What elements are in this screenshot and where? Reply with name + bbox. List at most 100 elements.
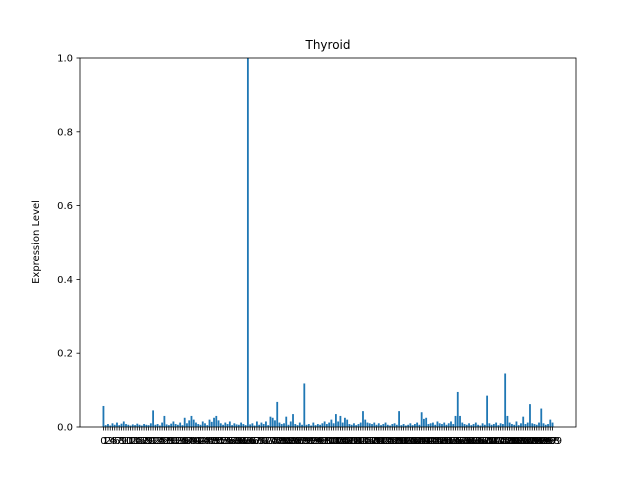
x-tick-label: 178: [496, 436, 515, 447]
bar: [499, 423, 502, 427]
bar: [395, 424, 398, 427]
plot-frame: [79, 57, 577, 428]
x-tick-label: 61: [235, 436, 248, 447]
x-tick-label: 163: [462, 436, 481, 447]
bar: [382, 424, 385, 427]
bar: [283, 423, 285, 427]
x-tick-label: 18: [138, 436, 151, 447]
bar: [181, 425, 184, 427]
bar: [413, 424, 416, 427]
bar: [377, 423, 380, 427]
bar: [429, 423, 432, 427]
bar: [190, 415, 193, 427]
x-tick-label: 144: [419, 436, 438, 447]
x-tick-label: 198: [541, 436, 560, 447]
bar: [423, 418, 425, 427]
bar: [170, 423, 173, 427]
x-tick-label: 106: [333, 436, 352, 447]
bar: [432, 422, 434, 427]
x-tick-label: 126: [378, 436, 397, 447]
bar: [504, 373, 507, 427]
bar: [501, 424, 504, 427]
x-tick-label: 42: [192, 436, 205, 447]
x-tick-label: 59: [230, 436, 243, 447]
chart-title: Thyroid: [305, 38, 351, 52]
bar: [287, 424, 290, 427]
bar: [116, 422, 118, 427]
x-tick-label: 172: [482, 436, 501, 447]
x-tick-label: 132: [392, 436, 411, 447]
bar: [242, 424, 245, 427]
x-tick-label: 63: [239, 436, 252, 447]
bar: [418, 424, 421, 427]
bar: [154, 424, 157, 427]
x-tick-label: 85: [289, 436, 302, 447]
bar: [400, 425, 403, 427]
x-tick-label: 100: [320, 436, 339, 447]
bar: [454, 415, 457, 427]
x-tick-label: 164: [464, 436, 483, 447]
x-tick-label: 23: [149, 436, 162, 447]
bar: [183, 417, 186, 427]
bar: [274, 420, 276, 427]
bar: [265, 421, 267, 427]
x-tick-label: 131: [390, 436, 409, 447]
x-tick-label: 88: [296, 436, 309, 447]
bar: [364, 419, 367, 427]
bar: [213, 417, 215, 427]
x-tick-label: 108: [338, 436, 357, 447]
x-tick-label: 194: [532, 436, 551, 447]
bar: [165, 424, 168, 427]
x-tick-label: 33: [172, 436, 185, 447]
x-tick-label: 69: [253, 436, 266, 447]
bar: [134, 425, 136, 427]
bar: [122, 421, 125, 427]
x-tick-label: 97: [316, 436, 329, 447]
x-tick-label: 48: [205, 436, 218, 447]
x-tick-label: 57: [226, 436, 239, 447]
x-tick-label: 185: [511, 436, 530, 447]
x-tick-label: 112: [347, 436, 366, 447]
bar: [323, 421, 326, 427]
x-tick-label: 78: [273, 436, 286, 447]
bar: [240, 422, 243, 427]
x-tick-label: 91: [302, 436, 315, 447]
bar: [511, 424, 513, 427]
x-tick-label: 101: [322, 436, 341, 447]
bar: [328, 422, 331, 427]
x-tick-label: 146: [423, 436, 442, 447]
bar: [149, 423, 152, 427]
bar: [542, 423, 545, 427]
x-tick-label: 8: [118, 436, 124, 447]
bar: [244, 425, 247, 427]
x-tick-label: 140: [410, 436, 429, 447]
bar: [386, 424, 389, 427]
bar: [436, 421, 439, 427]
x-tick-label: 3: [107, 436, 113, 447]
bar: [289, 421, 292, 427]
bar: [280, 424, 283, 427]
x-tick-label: 103: [326, 436, 345, 447]
x-tick-label: 9: [121, 436, 127, 447]
bar: [368, 423, 371, 427]
bar: [201, 421, 204, 427]
bar: [389, 425, 391, 427]
x-tick-label: 182: [505, 436, 524, 447]
x-tick-label: 24: [151, 436, 164, 447]
bar: [427, 424, 430, 427]
bar: [483, 424, 486, 427]
x-tick-label: 6: [114, 436, 120, 447]
bar: [416, 422, 419, 427]
bar: [147, 425, 150, 427]
bar: [210, 421, 213, 427]
x-tick-label: 158: [450, 436, 469, 447]
bar: [508, 422, 511, 427]
bar: [219, 423, 222, 427]
bar: [145, 424, 148, 427]
x-tick-label: 153: [439, 436, 458, 447]
bar: [337, 421, 340, 427]
bar: [456, 391, 459, 427]
x-tick-label: 179: [498, 436, 517, 447]
x-tick-label: 183: [507, 436, 526, 447]
